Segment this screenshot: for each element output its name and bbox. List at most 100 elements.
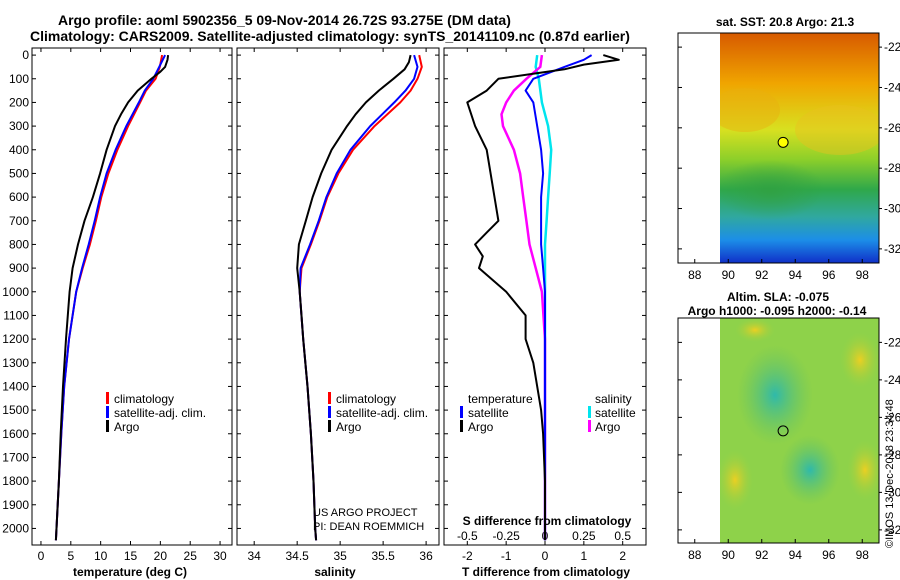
diff-legend-label-s-argo: Argo xyxy=(595,420,621,434)
map-lon-tick-label: 96 xyxy=(822,548,836,562)
figure-title-line1: Argo profile: aoml 5902356_5 09-Nov-2014… xyxy=(58,12,511,28)
depth-tick-label: 1500 xyxy=(2,403,29,417)
x-tick-label: 5 xyxy=(67,549,74,563)
legend-label-satellite: satellite-adj. clim. xyxy=(336,406,428,420)
depth-tick-label: 900 xyxy=(9,261,29,275)
temperature-panel-frame xyxy=(31,47,233,546)
salinity-axis-label: salinity xyxy=(314,565,356,579)
depth-tick-label: 300 xyxy=(9,119,29,133)
sla-feature xyxy=(780,435,840,505)
diff-legend-label-s-satellite: satellite xyxy=(595,406,636,420)
difference-legend: temperature satellite Argo salinity sate… xyxy=(460,392,636,434)
sla-feature xyxy=(847,440,879,500)
map-lat-tick-label: -22 xyxy=(884,40,900,54)
depth-tick-label: 500 xyxy=(9,166,29,180)
depth-tick-label: 1700 xyxy=(2,450,29,464)
depth-tick-label: 1200 xyxy=(2,332,29,346)
depth-tick-label: 1000 xyxy=(2,285,29,299)
sst-map-frame xyxy=(677,32,880,264)
sst-map-axes: 88 90 92 94 96 98 -22 -24 -26 -28 -30 -32 xyxy=(678,40,900,282)
map-lat-tick-label: -32 xyxy=(884,242,900,256)
depth-tick-label: 1400 xyxy=(2,379,29,393)
x-tick-label: 10 xyxy=(94,549,108,563)
x-tick-label: 20 xyxy=(154,549,168,563)
s-diff-tick-label: 0.5 xyxy=(614,529,631,543)
map-lon-tick-label: 98 xyxy=(856,268,870,282)
salinity-legend: climatology satellite-adj. clim. Argo xyxy=(328,392,428,434)
depth-tick-label: 200 xyxy=(9,95,29,109)
map-lat-tick-label: -24 xyxy=(884,80,900,94)
diff-legend-salinity-heading: salinity xyxy=(595,392,632,406)
legend-swatch-climatology xyxy=(106,392,109,404)
sst-field xyxy=(720,33,879,263)
x-tick-label: 34 xyxy=(248,549,262,563)
x-tick-label: -1 xyxy=(501,549,512,563)
map-lon-tick-label: 94 xyxy=(789,268,803,282)
depth-tick-label: 400 xyxy=(9,143,29,157)
temperature-axis-label: temperature (deg C) xyxy=(73,565,187,579)
sst-feature xyxy=(720,160,825,220)
x-tick-label: 35.5 xyxy=(371,549,395,563)
legend-label-argo: Argo xyxy=(114,420,140,434)
x-tick-label: 1 xyxy=(581,549,588,563)
salinity-panel-frame xyxy=(236,47,440,546)
map-lat-tick-label: -28 xyxy=(884,161,900,175)
figure-title-line2: Climatology: CARS2009. Satellite-adjuste… xyxy=(30,28,630,44)
legend-label-climatology: climatology xyxy=(336,392,396,406)
salinity-x-axis: 34 34.5 35 35.5 36 xyxy=(248,48,433,563)
map-lon-tick-label: 94 xyxy=(789,548,803,562)
temperature-x-axis: 0 5 10 15 20 25 30 xyxy=(38,48,227,563)
imos-timestamp: ©IMOS 13-Dec-2018 23:34:48 xyxy=(884,399,896,548)
x-tick-label: 0 xyxy=(542,549,549,563)
temperature-legend: climatology satellite-adj. clim. Argo xyxy=(106,392,206,434)
depth-tick-label: 1300 xyxy=(2,356,29,370)
sla-feature xyxy=(720,450,753,510)
x-tick-label: 25 xyxy=(184,549,198,563)
legend-label-climatology: climatology xyxy=(114,392,174,406)
sla-map-title: Altim. SLA: -0.075 xyxy=(727,290,829,304)
legend-swatch-satellite xyxy=(106,406,109,418)
series-line-climatology xyxy=(298,54,423,541)
s-diff-tick-label: -0.5 xyxy=(457,529,478,543)
diff-legend-temperature-heading: temperature xyxy=(468,392,533,406)
sla-map-subtitle: Argo h1000: -0.095 h2000: -0.14 xyxy=(688,304,867,318)
diff-legend-label-t-argo: Argo xyxy=(468,420,494,434)
map-lon-tick-label: 96 xyxy=(822,268,836,282)
x-tick-label: 2 xyxy=(619,549,626,563)
map-lon-tick-label: 98 xyxy=(856,548,870,562)
depth-tick-label: 100 xyxy=(9,72,29,86)
credit-project: US ARGO PROJECT xyxy=(313,507,418,519)
map-lat-tick-label: -22 xyxy=(884,335,900,349)
map-lon-tick-label: 90 xyxy=(722,268,736,282)
sla-profile-marker xyxy=(777,425,789,437)
series-line-argo xyxy=(54,54,170,541)
legend-swatch-argo xyxy=(106,420,109,432)
legend-label-satellite: satellite-adj. clim. xyxy=(114,406,206,420)
sst-map-image xyxy=(720,33,879,263)
t-difference-axis-label: T difference from climatology xyxy=(462,565,630,579)
s-diff-tick-label: 0.25 xyxy=(572,529,596,543)
depth-tick-label: 1800 xyxy=(2,474,29,488)
sla-map-image xyxy=(720,318,879,543)
legend-label-argo: Argo xyxy=(336,420,362,434)
map-lon-tick-label: 92 xyxy=(755,548,769,562)
sst-profile-marker xyxy=(777,136,789,148)
difference-lines xyxy=(466,54,620,541)
map-lon-tick-label: 88 xyxy=(688,548,702,562)
salinity-lines xyxy=(296,54,423,541)
x-tick-label: 15 xyxy=(124,549,138,563)
depth-tick-label: 1100 xyxy=(3,308,29,322)
map-lat-tick-label: -30 xyxy=(884,202,900,216)
x-tick-label: 34.5 xyxy=(285,549,309,563)
x-tick-label: -2 xyxy=(462,549,473,563)
map-lat-tick-label: -26 xyxy=(884,121,900,135)
map-lat-tick-label: -28 xyxy=(884,448,900,462)
depth-tick-label: 1900 xyxy=(2,498,29,512)
map-lat-tick-label: -32 xyxy=(884,523,900,537)
series-line-argo xyxy=(296,54,412,541)
sla-feature xyxy=(735,318,775,342)
sst-map-title: sat. SST: 20.8 Argo: 21.3 xyxy=(716,15,855,29)
s-difference-axis-label: S difference from climatology xyxy=(463,514,632,528)
depth-tick-label: 2000 xyxy=(2,521,29,535)
